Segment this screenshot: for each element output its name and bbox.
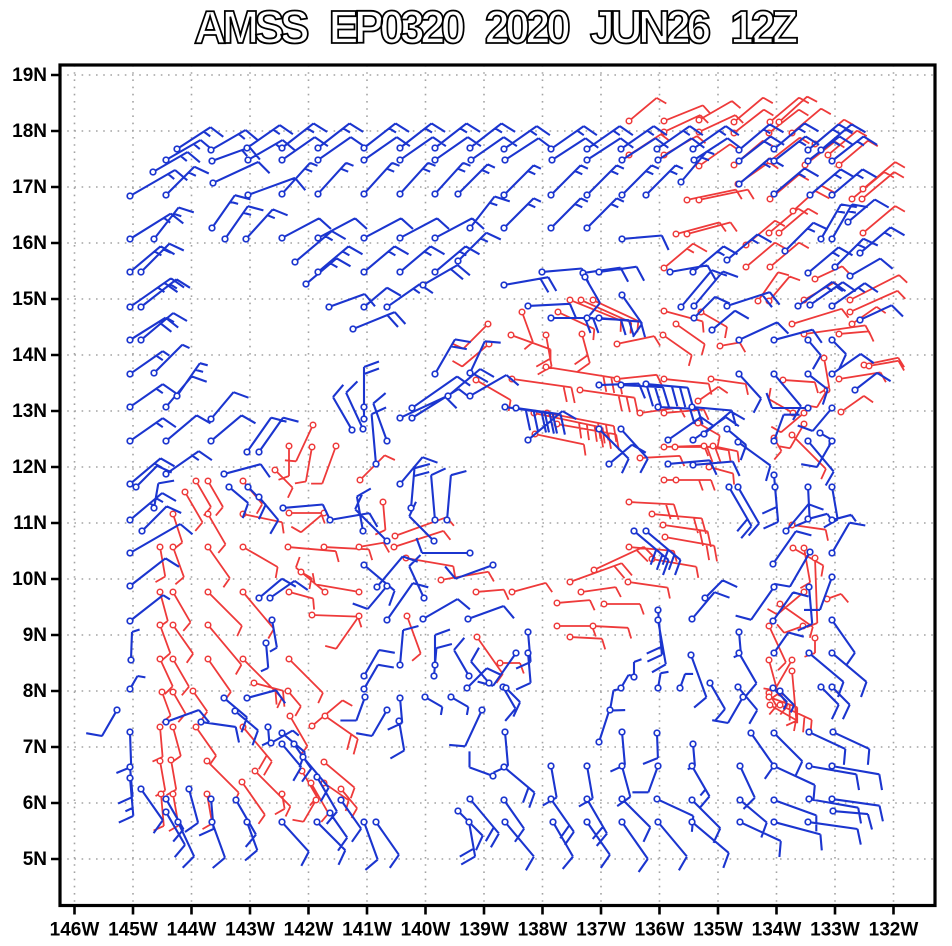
- svg-text:10N: 10N: [12, 569, 47, 590]
- svg-text:140W: 140W: [401, 920, 451, 941]
- svg-text:5N: 5N: [23, 849, 47, 870]
- svg-text:11N: 11N: [13, 513, 47, 534]
- svg-text:132W: 132W: [869, 920, 919, 941]
- svg-text:136W: 136W: [635, 920, 685, 941]
- svg-text:143W: 143W: [225, 920, 275, 941]
- svg-text:9N: 9N: [23, 625, 47, 646]
- svg-text:8N: 8N: [23, 681, 47, 702]
- svg-text:7N: 7N: [23, 737, 47, 758]
- svg-text:145W: 145W: [108, 920, 158, 941]
- svg-text:AMSS EP0320 2020 JUN26 12Z: AMSS EP0320 2020 JUN26 12Z: [194, 1, 797, 53]
- svg-text:146W: 146W: [50, 920, 100, 941]
- svg-text:142W: 142W: [284, 920, 334, 941]
- svg-text:144W: 144W: [167, 920, 217, 941]
- svg-text:139W: 139W: [459, 920, 509, 941]
- svg-text:135W: 135W: [693, 920, 743, 941]
- svg-text:12N: 12N: [12, 457, 47, 478]
- svg-text:19N: 19N: [12, 65, 47, 86]
- svg-text:134W: 134W: [752, 920, 802, 941]
- svg-text:133W: 133W: [810, 920, 860, 941]
- svg-text:141W: 141W: [342, 920, 392, 941]
- svg-text:18N: 18N: [12, 121, 47, 142]
- svg-text:14N: 14N: [12, 345, 47, 366]
- svg-text:17N: 17N: [12, 177, 47, 198]
- svg-text:16N: 16N: [12, 233, 47, 254]
- svg-text:13N: 13N: [12, 401, 47, 422]
- svg-text:137W: 137W: [576, 920, 626, 941]
- svg-text:15N: 15N: [12, 289, 47, 310]
- svg-text:6N: 6N: [23, 793, 47, 814]
- svg-text:138W: 138W: [518, 920, 568, 941]
